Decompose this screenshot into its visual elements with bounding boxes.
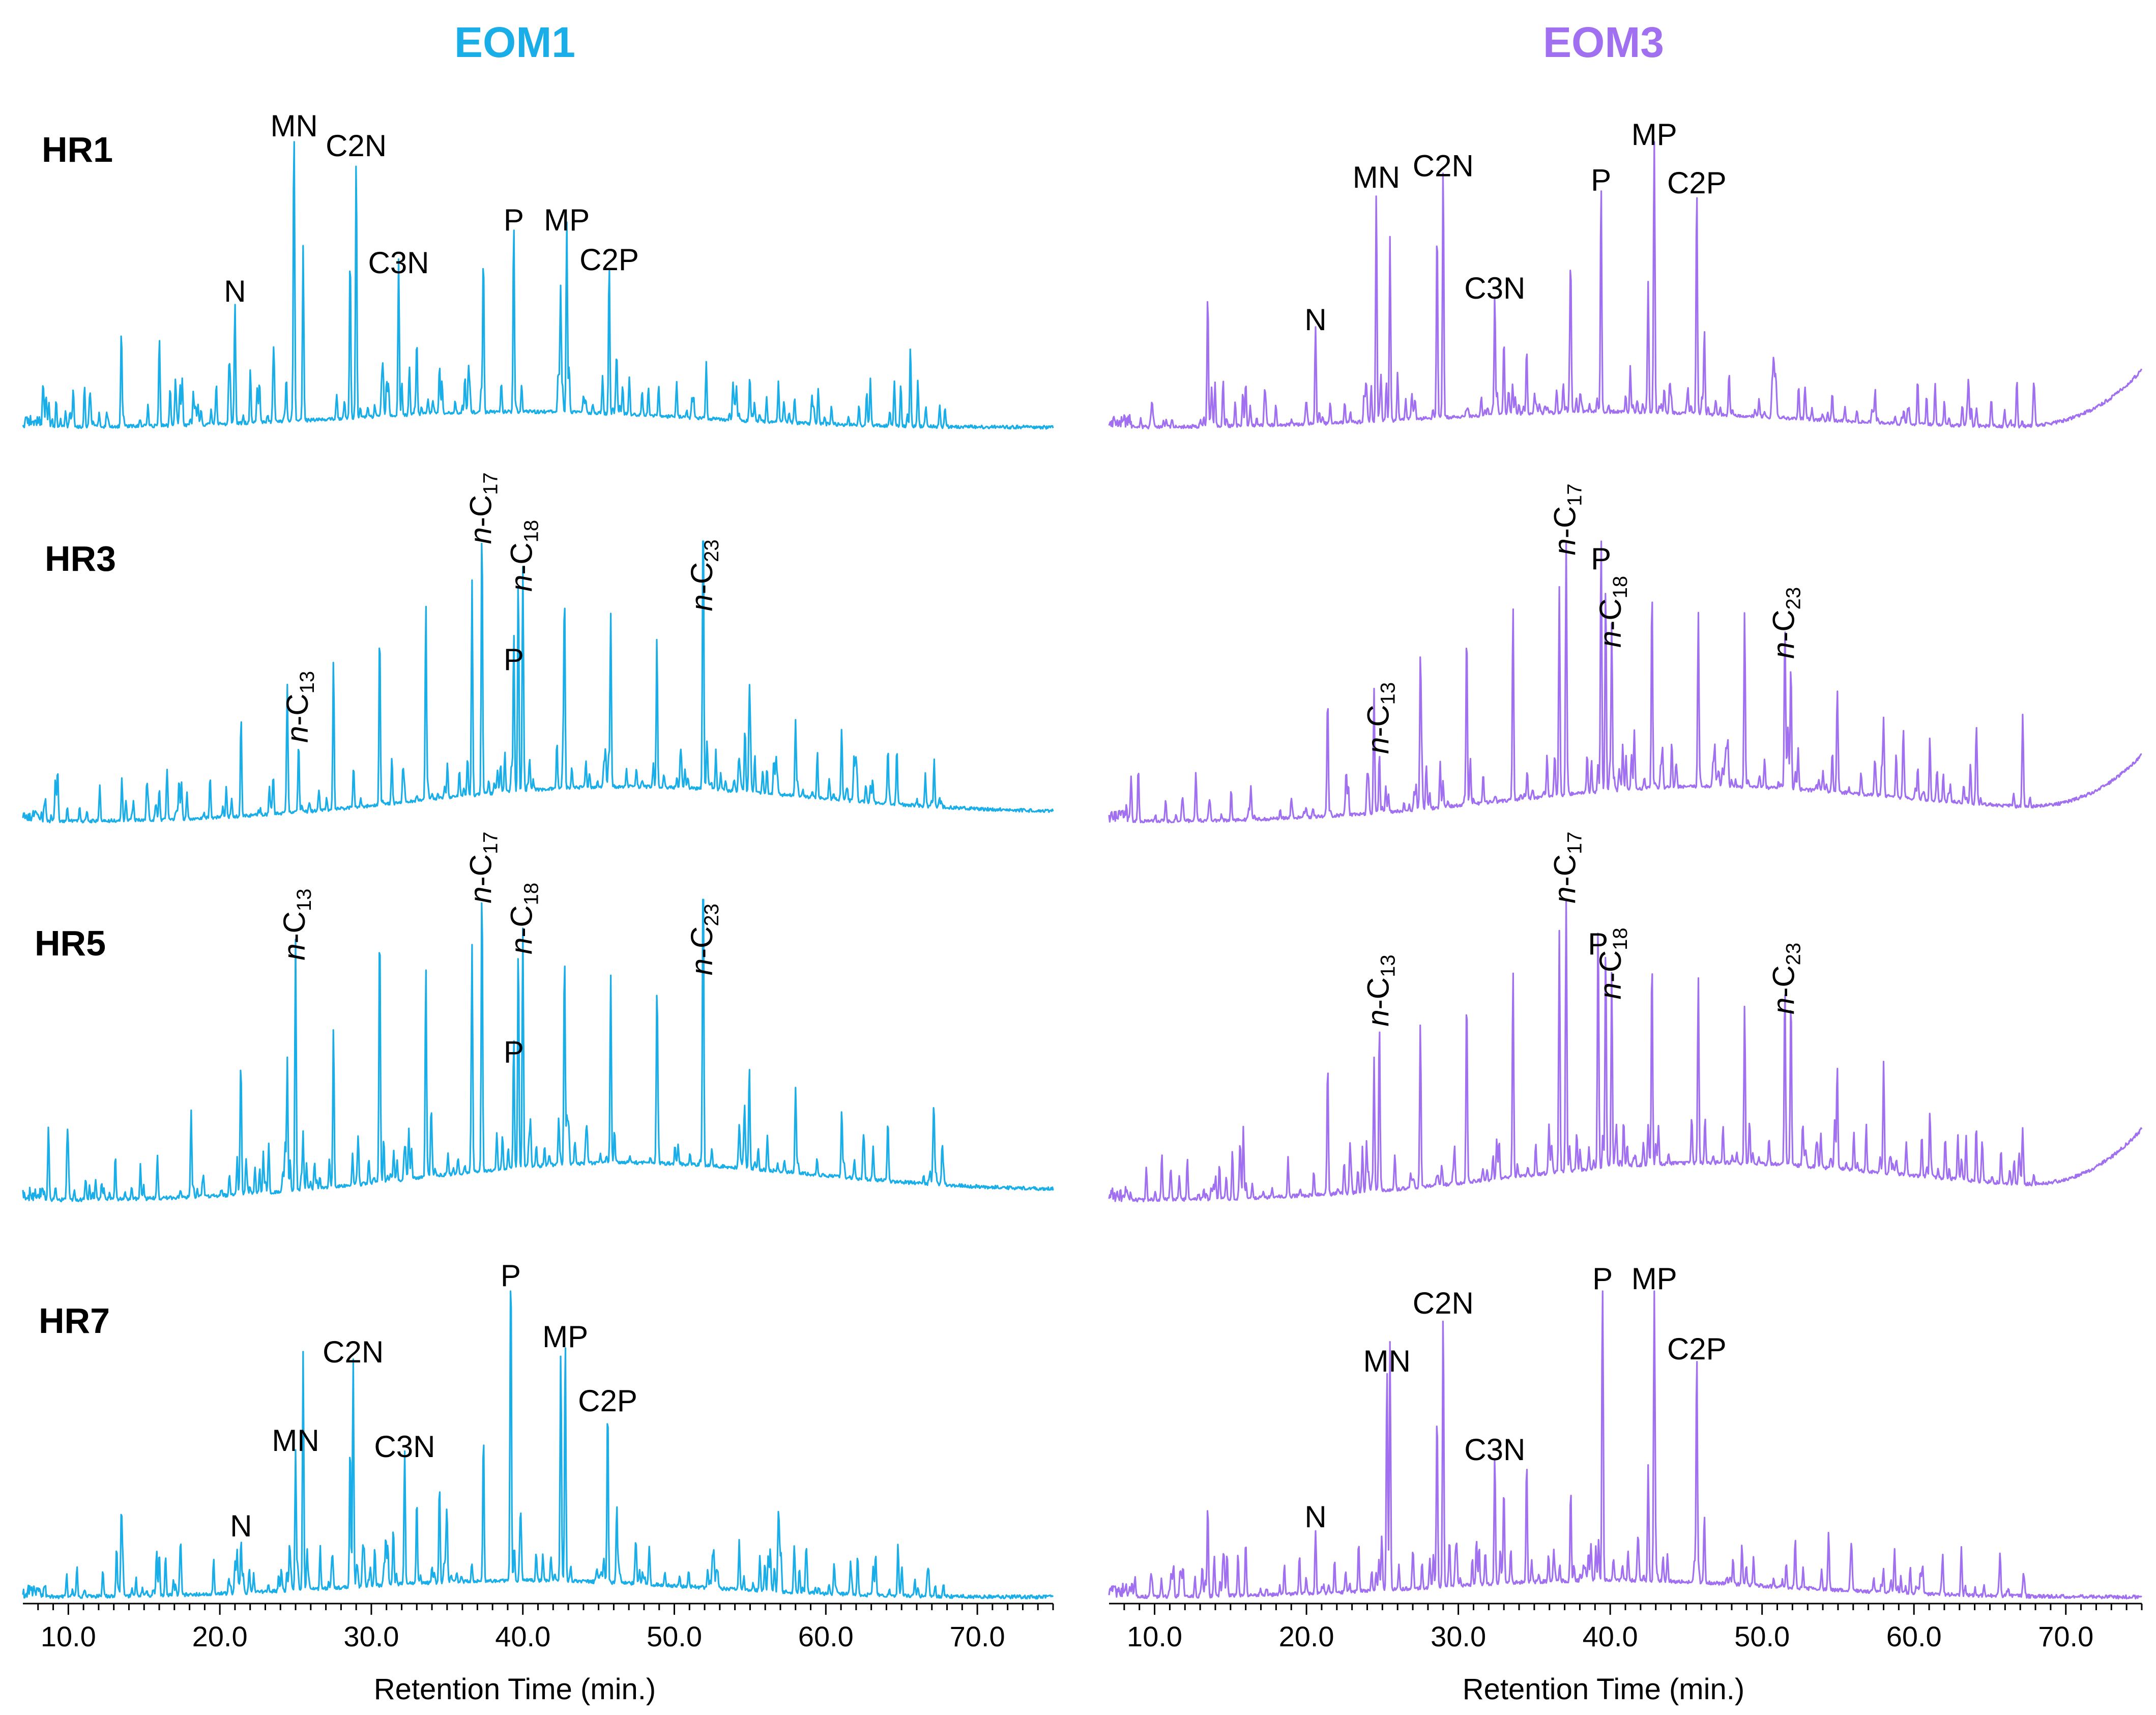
peak-label: n-C23 — [1767, 587, 1805, 659]
peak-label: N — [224, 274, 246, 308]
x-tick-label: 10.0 — [1127, 1620, 1182, 1652]
svg-text:n-C13: n-C13 — [1361, 682, 1399, 754]
peak-label: C2P — [1667, 166, 1727, 200]
x-tick-label: 30.0 — [343, 1620, 399, 1652]
peak-label: C2N — [323, 1335, 384, 1369]
peak-label: MP — [1631, 1262, 1677, 1296]
peak-label: C3N — [368, 246, 429, 280]
peak-label: n-C17 — [463, 472, 502, 544]
peak-label: n-C18 — [1593, 576, 1631, 648]
peak-label: n-C23 — [1767, 943, 1805, 1014]
x-tick-label: 60.0 — [798, 1620, 854, 1652]
x-tick-label: 70.0 — [950, 1620, 1005, 1652]
peak-label: n-C17 — [1548, 483, 1586, 555]
peak-label: n-C17 — [463, 832, 502, 904]
peak-label: P — [1588, 927, 1608, 961]
x-axes: 10.0 20.0 30.0 40.0 50.0 60.0 70.0 10.0 20.0 30.0… — [23, 1603, 2143, 1652]
peak-label: C2P — [579, 243, 639, 277]
x-tick-label: 50.0 — [647, 1620, 702, 1652]
svg-text:n-C13: n-C13 — [277, 889, 315, 961]
chromatogram-traces — [22, 141, 2143, 1600]
peak-label: P — [1591, 542, 1611, 576]
peak-label: MP — [542, 1320, 588, 1354]
svg-text:n-C23: n-C23 — [1767, 587, 1805, 659]
row-label-hr7: HR7 — [39, 1301, 110, 1341]
peak-label: P — [1591, 163, 1611, 197]
trace-EOM1-HR1 — [22, 141, 1054, 430]
trace-EOM1-HR5 — [22, 898, 1054, 1203]
svg-text:n-C18: n-C18 — [1593, 576, 1631, 648]
svg-text:n-C17: n-C17 — [1548, 832, 1586, 904]
x-axis-label-left: Retention Time (min.) — [374, 1673, 656, 1706]
x-tick-label: 20.0 — [1279, 1620, 1334, 1652]
x-tick-label: 60.0 — [1886, 1620, 1942, 1652]
x-tick-label: 20.0 — [192, 1620, 248, 1652]
svg-text:n-C18: n-C18 — [505, 520, 543, 592]
peak-label: MN — [272, 1423, 319, 1458]
peak-label: MN — [270, 109, 317, 143]
row-label-hr3: HR3 — [45, 539, 116, 578]
peak-label: P — [1592, 1262, 1613, 1296]
peak-label: n-C18 — [505, 883, 543, 954]
peak-label: MN — [1363, 1344, 1411, 1378]
trace-EOM3-HR3 — [1108, 540, 2142, 824]
svg-text:n-C23: n-C23 — [685, 539, 723, 611]
peak-label: MP — [544, 203, 590, 237]
row-label-hr5: HR5 — [35, 923, 106, 963]
trace-EOM3-HR1 — [1108, 141, 2143, 429]
x-tick-label: 50.0 — [1734, 1620, 1790, 1652]
trace-EOM1-HR3 — [22, 540, 1054, 824]
peak-label: N — [230, 1509, 252, 1543]
peak-label: P — [501, 1259, 521, 1293]
peak-label: P — [504, 203, 524, 237]
svg-text:n-C18: n-C18 — [505, 883, 543, 954]
x-tick-label: 70.0 — [2038, 1620, 2093, 1652]
x-axis-label-right: Retention Time (min.) — [1463, 1673, 1744, 1706]
x-tick-label: 10.0 — [41, 1620, 96, 1652]
x-tick-label: 40.0 — [1583, 1620, 1638, 1652]
peak-label: C2P — [578, 1384, 637, 1418]
peak-label: n-C23 — [685, 539, 723, 611]
peak-label: n-C23 — [685, 904, 723, 975]
x-tick-label: 40.0 — [495, 1620, 550, 1652]
peak-label: N — [1304, 303, 1326, 337]
peak-label: n-C13 — [280, 671, 318, 743]
peak-label: n-C13 — [1361, 954, 1399, 1026]
peak-label: P — [504, 643, 524, 677]
column-title-eom3: EOM3 — [1543, 18, 1664, 66]
peak-label: n-C17 — [1548, 832, 1586, 904]
peak-label: C3N — [1464, 1433, 1525, 1467]
svg-text:n-C23: n-C23 — [685, 904, 723, 975]
peak-label: N — [1304, 1500, 1326, 1534]
peak-label: C3N — [1464, 271, 1525, 305]
svg-text:n-C23: n-C23 — [1767, 943, 1805, 1014]
peak-label: C2N — [326, 129, 387, 163]
svg-text:n-C18: n-C18 — [1593, 927, 1631, 999]
peak-label: C3N — [374, 1430, 435, 1464]
svg-text:n-C13: n-C13 — [280, 671, 318, 743]
svg-text:n-C17: n-C17 — [463, 832, 502, 904]
peak-label: C2N — [1413, 149, 1474, 183]
peak-label: C2N — [1413, 1286, 1474, 1320]
trace-EOM1-HR7 — [22, 1290, 1054, 1600]
peak-label: n-C13 — [1361, 682, 1399, 754]
svg-text:n-C17: n-C17 — [463, 472, 502, 544]
peak-label: MP — [1631, 118, 1677, 152]
peak-label: C2P — [1667, 1332, 1727, 1366]
x-tick-label: 30.0 — [1431, 1620, 1486, 1652]
peak-label: P — [504, 1035, 524, 1069]
peak-label: n-C18 — [1593, 927, 1631, 999]
peak-label: MN — [1353, 160, 1400, 194]
trace-EOM3-HR5 — [1108, 898, 2143, 1203]
row-label-hr1: HR1 — [42, 130, 113, 169]
svg-text:n-C13: n-C13 — [1361, 954, 1399, 1026]
column-title-eom1: EOM1 — [454, 18, 575, 66]
svg-text:n-C17: n-C17 — [1548, 483, 1586, 555]
peak-label: n-C18 — [505, 520, 543, 592]
trace-EOM3-HR7 — [1108, 1290, 2142, 1600]
peak-label: n-C13 — [277, 889, 315, 961]
